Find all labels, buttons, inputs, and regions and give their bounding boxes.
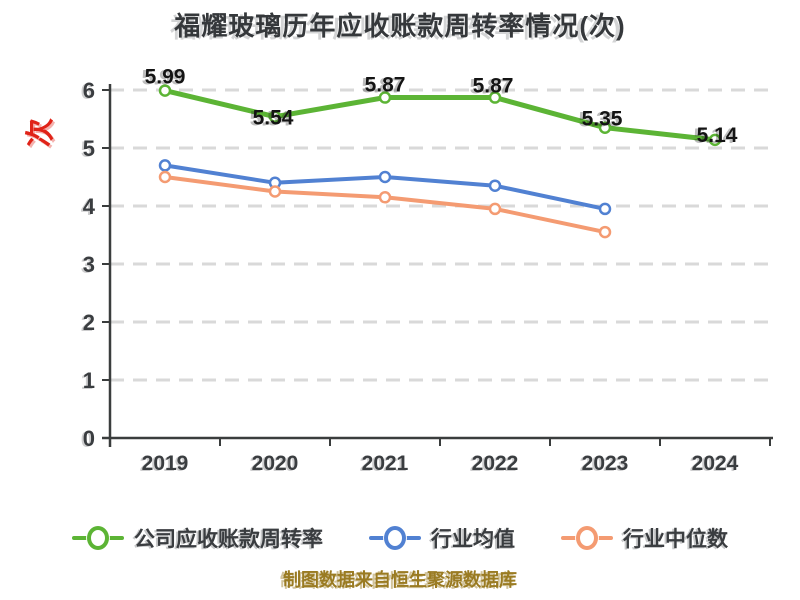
data-point [158, 159, 172, 172]
legend: 公司应收账款周转率 行业均值 行业中位数 [0, 520, 800, 556]
circle-marker-icon [384, 526, 406, 550]
x-tick-label: 2023 [582, 452, 629, 475]
legend-label-company-turnover: 公司应收账款周转率 [134, 528, 323, 551]
x-tick-label: 2019 [142, 452, 189, 475]
x-tick-label: 2024 [692, 452, 739, 475]
circle-marker-icon [576, 526, 598, 550]
legend-label-industry-average: 行业均值 [431, 528, 515, 551]
y-tick-label: 5 [83, 136, 95, 161]
data-point [378, 170, 392, 184]
data-point-label: 5.99 [145, 66, 186, 89]
y-tick-label: 0 [83, 426, 95, 451]
legend-item-industry-average: 行业均值 [369, 523, 515, 553]
data-point-label: 5.87 [473, 75, 514, 98]
data-point [488, 202, 502, 216]
legend-item-company-turnover: 公司应收账款周转率 [72, 523, 323, 553]
data-point-label: 5.14 [697, 124, 738, 147]
data-point [488, 91, 502, 104]
series-line-0 [162, 88, 718, 143]
data-point-label: 5.54 [253, 107, 294, 130]
data-point [158, 84, 172, 97]
legend-marker [72, 526, 124, 550]
y-tick-label: 4 [83, 194, 96, 219]
y-tick-label: 3 [83, 252, 95, 277]
data-point [268, 185, 282, 198]
data-point-label: 5.87 [365, 74, 406, 97]
data-point-label: 5.35 [582, 108, 623, 131]
circle-marker-icon [87, 526, 109, 550]
y-tick-label: 2 [83, 310, 95, 335]
y-tick-label: 6 [83, 78, 95, 103]
legend-item-industry-median: 行业中位数 [561, 523, 728, 553]
data-point [598, 225, 612, 239]
legend-marker [369, 526, 421, 550]
legend-label-industry-median: 行业中位数 [623, 528, 728, 551]
data-source-caption: 制图数据来自恒生聚源数据库 [283, 570, 517, 590]
legend-marker [561, 526, 613, 550]
x-tick-label: 2020 [252, 452, 299, 475]
data-point [378, 91, 392, 104]
data-point [268, 110, 282, 123]
data-point [708, 133, 722, 147]
x-tick-label: 2021 [362, 452, 409, 475]
data-point [598, 202, 612, 216]
y-tick-label: 1 [83, 368, 95, 393]
x-tick-label: 2022 [472, 452, 519, 475]
data-point [598, 121, 612, 134]
data-point [488, 179, 502, 192]
data-point [378, 191, 392, 204]
plot-area: 0 1 2 3 4 5 6 2019 2020 2021 2022 2023 2024 5.99 5.54 5… [83, 66, 773, 475]
chart-title: 福耀玻璃历年应收账款周转率情况(次) [174, 11, 626, 41]
data-point [158, 170, 172, 184]
